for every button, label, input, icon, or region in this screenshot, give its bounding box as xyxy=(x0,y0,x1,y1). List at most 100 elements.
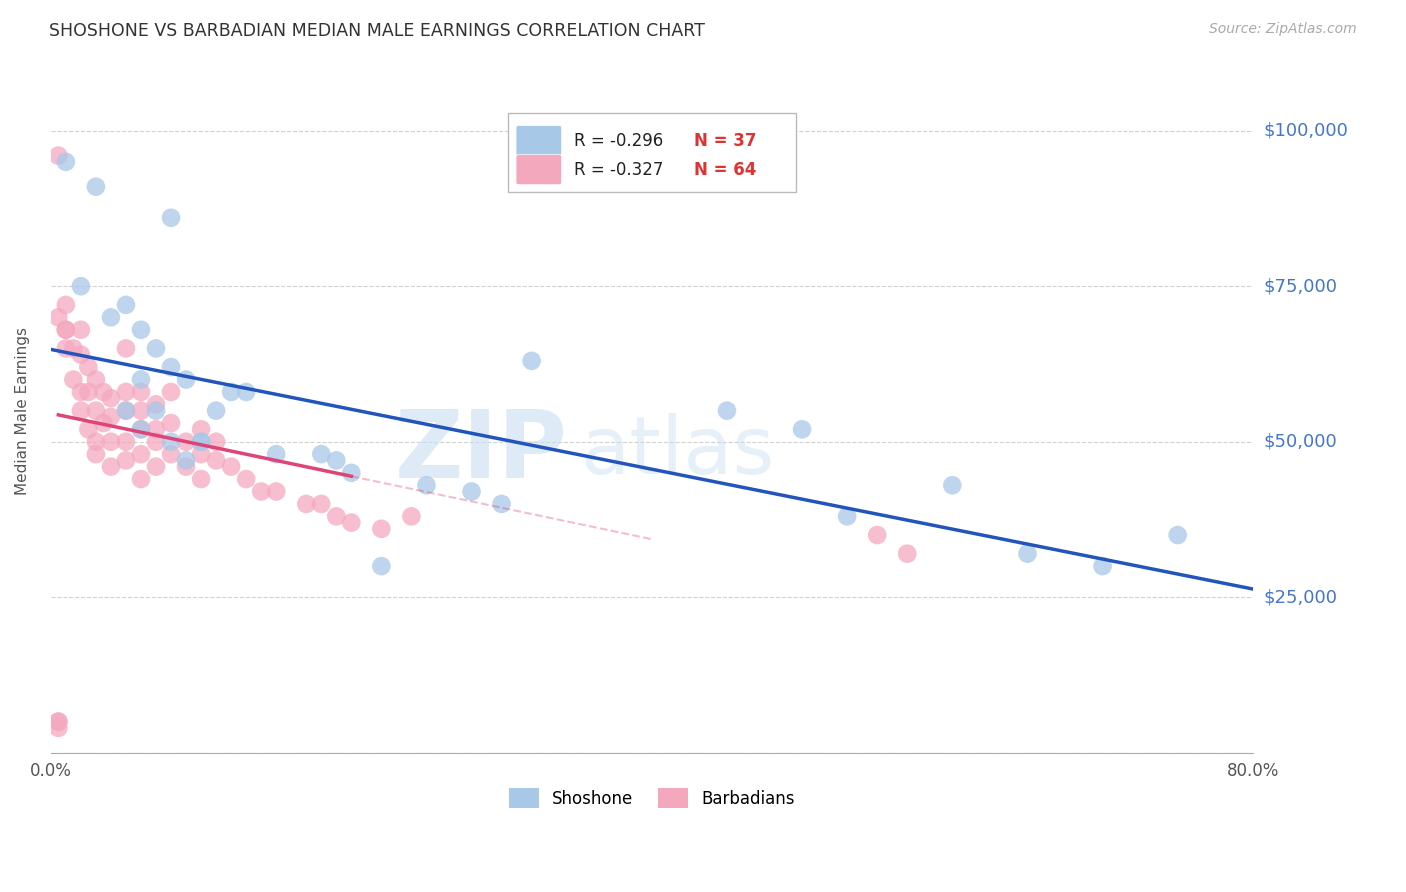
Point xyxy=(129,447,152,461)
Y-axis label: Median Male Earnings: Median Male Earnings xyxy=(15,326,30,495)
FancyBboxPatch shape xyxy=(508,113,796,192)
Point xyxy=(174,453,197,467)
Point xyxy=(160,434,183,449)
Point xyxy=(84,403,107,417)
Point xyxy=(129,422,152,436)
Point xyxy=(145,403,167,417)
Point xyxy=(219,384,242,399)
Point xyxy=(370,522,392,536)
Point xyxy=(70,384,93,399)
Point xyxy=(55,323,77,337)
Point xyxy=(174,372,197,386)
Point xyxy=(325,453,347,467)
Point xyxy=(115,342,138,356)
Text: SHOSHONE VS BARBADIAN MEDIAN MALE EARNINGS CORRELATION CHART: SHOSHONE VS BARBADIAN MEDIAN MALE EARNIN… xyxy=(49,22,704,40)
Text: ZIP: ZIP xyxy=(395,406,568,498)
Point xyxy=(716,403,738,417)
Point xyxy=(93,384,115,399)
Point xyxy=(100,391,122,405)
Point xyxy=(46,714,69,729)
Point xyxy=(340,466,363,480)
Point xyxy=(174,459,197,474)
Point xyxy=(55,323,77,337)
Point xyxy=(62,372,84,386)
Point xyxy=(1167,528,1189,542)
Point xyxy=(100,459,122,474)
Point xyxy=(55,298,77,312)
Point xyxy=(235,384,257,399)
Point xyxy=(311,497,333,511)
Point xyxy=(55,154,77,169)
Point xyxy=(190,434,212,449)
Point xyxy=(264,484,287,499)
Point xyxy=(190,472,212,486)
Text: R = -0.327: R = -0.327 xyxy=(574,161,664,178)
Point xyxy=(190,422,212,436)
Point xyxy=(77,384,100,399)
Point xyxy=(160,416,183,430)
Point xyxy=(100,434,122,449)
Point xyxy=(1017,547,1039,561)
Point xyxy=(55,342,77,356)
Point xyxy=(70,403,93,417)
Point xyxy=(896,547,918,561)
Point xyxy=(160,360,183,375)
Point xyxy=(1091,559,1114,574)
Point xyxy=(84,434,107,449)
Point xyxy=(46,714,69,729)
Text: N = 37: N = 37 xyxy=(695,131,756,150)
Point xyxy=(84,179,107,194)
Text: $50,000: $50,000 xyxy=(1264,433,1337,450)
Point xyxy=(160,447,183,461)
Point xyxy=(340,516,363,530)
Point xyxy=(790,422,813,436)
Point xyxy=(129,372,152,386)
Point xyxy=(837,509,859,524)
Point xyxy=(93,416,115,430)
Point xyxy=(46,148,69,162)
Point xyxy=(160,211,183,225)
Text: Source: ZipAtlas.com: Source: ZipAtlas.com xyxy=(1209,22,1357,37)
Point xyxy=(77,360,100,375)
Point xyxy=(401,509,423,524)
Point xyxy=(325,509,347,524)
Text: $100,000: $100,000 xyxy=(1264,121,1348,140)
FancyBboxPatch shape xyxy=(516,154,561,185)
Point xyxy=(77,422,100,436)
Point xyxy=(415,478,437,492)
Point xyxy=(129,384,152,399)
Point xyxy=(70,348,93,362)
Point xyxy=(129,403,152,417)
Point xyxy=(235,472,257,486)
Point xyxy=(115,403,138,417)
Point xyxy=(115,453,138,467)
Point xyxy=(264,447,287,461)
Text: R = -0.296: R = -0.296 xyxy=(574,131,664,150)
Point xyxy=(70,323,93,337)
Point xyxy=(115,434,138,449)
Point xyxy=(62,342,84,356)
Point xyxy=(145,342,167,356)
Point xyxy=(205,403,228,417)
Point xyxy=(295,497,318,511)
Point xyxy=(460,484,482,499)
Legend: Shoshone, Barbadians: Shoshone, Barbadians xyxy=(502,781,801,814)
Point xyxy=(115,298,138,312)
Point xyxy=(219,459,242,474)
Text: atlas: atlas xyxy=(579,413,775,491)
Point xyxy=(205,434,228,449)
Point xyxy=(174,434,197,449)
Point xyxy=(84,372,107,386)
Point xyxy=(70,279,93,293)
Point xyxy=(129,472,152,486)
Point xyxy=(129,323,152,337)
Point xyxy=(46,310,69,325)
FancyBboxPatch shape xyxy=(516,126,561,155)
Point xyxy=(145,397,167,411)
Point xyxy=(145,459,167,474)
Point xyxy=(866,528,889,542)
Text: $25,000: $25,000 xyxy=(1264,588,1339,607)
Point xyxy=(145,422,167,436)
Point xyxy=(129,422,152,436)
Point xyxy=(46,721,69,735)
